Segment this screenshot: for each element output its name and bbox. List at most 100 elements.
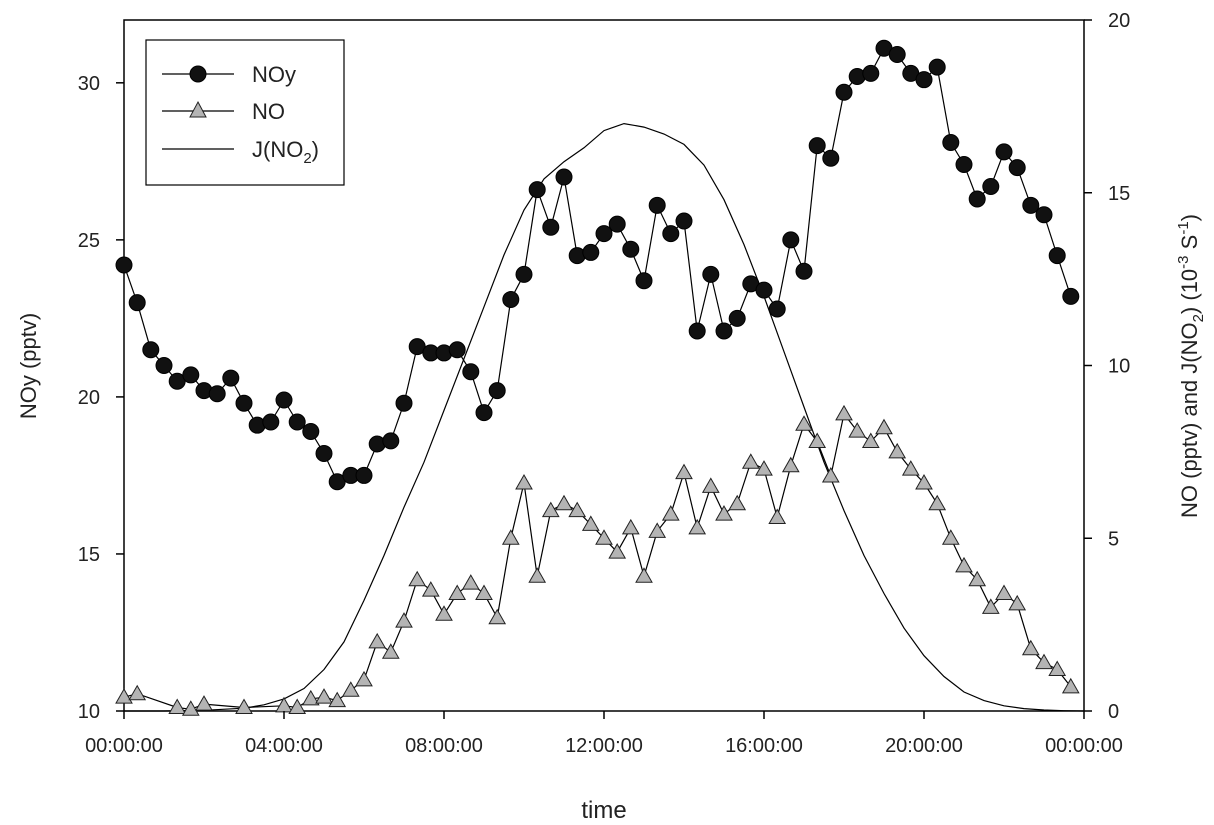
no-marker xyxy=(781,456,800,473)
legend-no-marker xyxy=(189,100,207,118)
y2-tick-label: 5 xyxy=(1108,528,1119,550)
y-tick-label: 25 xyxy=(78,230,100,252)
no-marker xyxy=(1048,660,1067,677)
noy-marker xyxy=(675,212,693,230)
y2-tick-label: 0 xyxy=(1108,701,1119,723)
no-marker xyxy=(395,612,413,628)
legend-box xyxy=(145,39,345,186)
jno2-series xyxy=(124,122,1085,712)
no-marker xyxy=(181,700,200,716)
noy-marker xyxy=(275,391,293,409)
noy-marker xyxy=(355,466,373,484)
no-marker xyxy=(168,698,187,715)
no-marker xyxy=(461,574,480,590)
noy-marker xyxy=(982,177,1000,195)
noy-marker xyxy=(968,190,986,208)
noy-marker xyxy=(515,265,533,283)
no-marker xyxy=(555,494,573,511)
y-axis-label: NOy (pptv) xyxy=(16,313,41,419)
no-marker xyxy=(1008,594,1027,611)
noy-marker xyxy=(222,369,240,387)
no-marker xyxy=(795,415,813,431)
no-marker xyxy=(128,684,147,701)
no-marker xyxy=(595,529,613,545)
no-marker xyxy=(675,463,693,480)
noy-marker xyxy=(768,300,786,318)
noy-marker xyxy=(315,444,333,462)
no-marker xyxy=(621,518,640,535)
no-marker xyxy=(995,584,1013,601)
noy-marker xyxy=(302,422,320,440)
no-marker xyxy=(608,543,627,559)
no-marker xyxy=(355,670,373,687)
noy-marker xyxy=(502,291,520,309)
no-marker xyxy=(941,529,960,545)
x-tick-label: 08:00:00 xyxy=(405,735,483,757)
noy-marker xyxy=(635,272,653,290)
noy-marker xyxy=(822,149,840,167)
noy-marker xyxy=(395,394,413,412)
no-marker xyxy=(408,570,427,587)
no-marker xyxy=(648,522,667,538)
x-tick-label: 00:00:00 xyxy=(85,735,163,757)
no-marker xyxy=(475,584,493,601)
noy-marker xyxy=(528,181,546,199)
no-marker xyxy=(315,688,333,704)
noy-marker xyxy=(755,281,773,299)
noy-marker xyxy=(1048,247,1066,265)
y2-axis-label: NO (pptv) and J(NO2) (10-3 S-1) xyxy=(1175,214,1207,518)
x-tick-label: 12:00:00 xyxy=(565,735,643,757)
no-marker xyxy=(1035,653,1053,670)
no-marker xyxy=(968,570,987,587)
noy-marker xyxy=(728,309,746,327)
no-marker xyxy=(821,467,840,483)
noy-marker xyxy=(715,322,733,340)
no-marker xyxy=(915,473,933,490)
no-marker xyxy=(1021,639,1040,656)
noy-marker xyxy=(288,413,306,431)
no-marker xyxy=(981,598,1000,614)
no-marker xyxy=(861,432,880,449)
no-marker xyxy=(421,581,440,597)
no-marker xyxy=(661,505,680,521)
no-marker xyxy=(955,556,973,573)
legend-no-label: NO xyxy=(252,99,285,124)
legend-jno2-label: J(NO2) xyxy=(252,137,319,167)
noy-marker xyxy=(942,133,960,151)
no-marker xyxy=(1061,677,1080,694)
no-marker xyxy=(848,422,867,438)
x-axis-label: time xyxy=(581,797,626,824)
noy-marker xyxy=(115,256,133,274)
no-marker xyxy=(741,453,760,469)
no-marker xyxy=(448,584,467,601)
no-marker xyxy=(515,473,533,490)
y2-tick-label: 20 xyxy=(1108,10,1130,32)
no-marker xyxy=(635,567,653,583)
noy-marker xyxy=(208,385,226,403)
noy-marker xyxy=(795,262,813,280)
noy-marker xyxy=(448,341,466,359)
noy-marker xyxy=(862,64,880,82)
no-marker xyxy=(288,698,307,715)
y-tick-label: 20 xyxy=(78,387,100,409)
no-marker xyxy=(528,567,547,583)
no-marker xyxy=(875,418,893,435)
noy-marker xyxy=(382,432,400,450)
no-marker xyxy=(888,442,907,459)
noy-marker xyxy=(595,225,613,243)
no-marker xyxy=(368,632,387,649)
noy-marker xyxy=(995,143,1013,161)
noy-marker xyxy=(608,215,626,233)
noy-marker xyxy=(662,225,680,243)
no-marker xyxy=(301,689,320,706)
noy-marker xyxy=(128,294,146,312)
x-tick-label: 00:00:00 xyxy=(1045,735,1123,757)
x-axis: 00:00:00 04:00:00 08:00:00 12:00:00 16:00:00… xyxy=(85,711,1123,757)
no-marker xyxy=(755,460,773,476)
x-tick-label: 04:00:00 xyxy=(245,735,323,757)
no-marker xyxy=(328,691,347,708)
no-series xyxy=(115,404,1080,716)
noy-marker xyxy=(888,46,906,64)
noy-marker xyxy=(462,363,480,381)
